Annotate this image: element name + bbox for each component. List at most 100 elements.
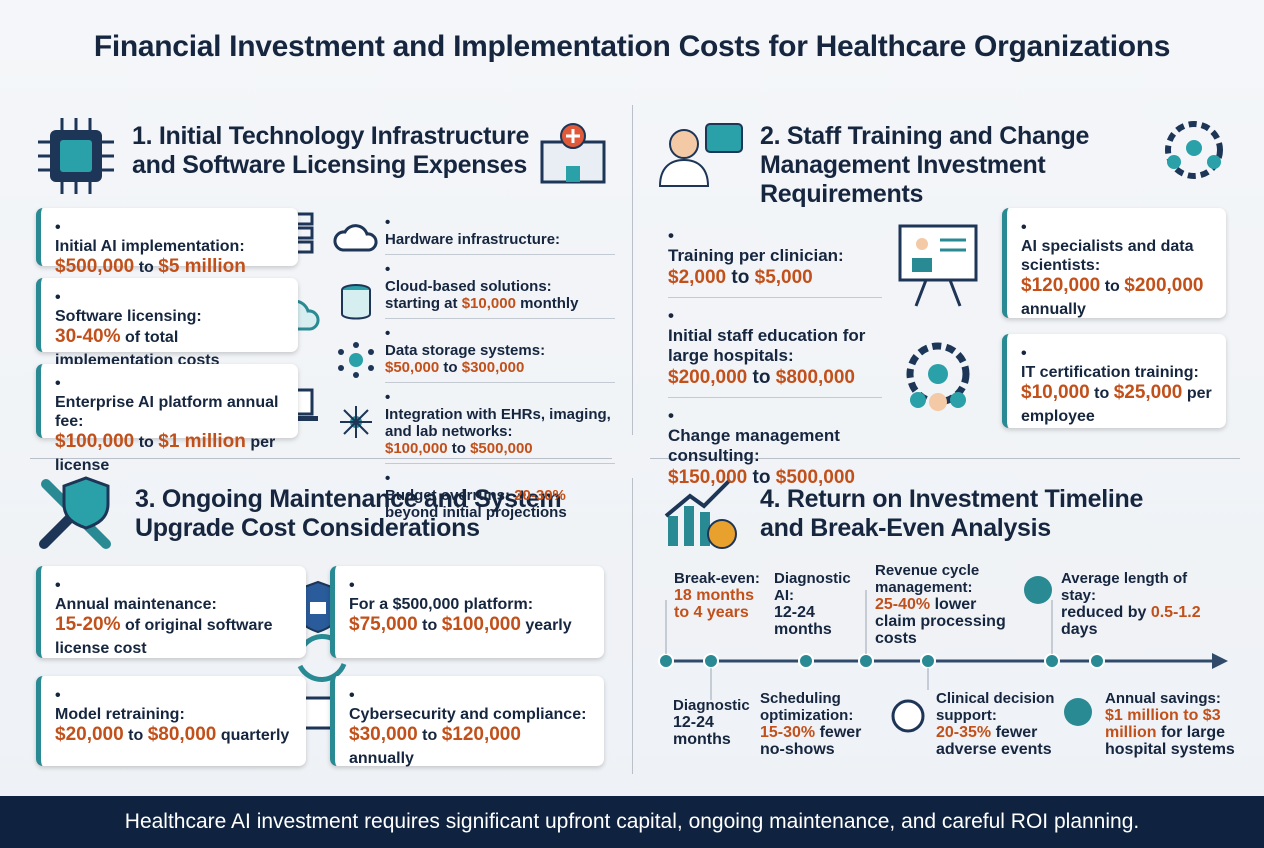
item-label: Break-even: <box>674 570 764 587</box>
section-heading: 1. Initial Technology Infrastructure and… <box>132 122 530 179</box>
highlight: 15-30% <box>760 724 816 741</box>
text: starting at <box>385 295 462 312</box>
text: IT certification training: <box>1021 364 1199 381</box>
highlight: $20,000 <box>55 724 124 745</box>
item: Software licensing:30-40% of total imple… <box>55 288 284 372</box>
text: to <box>1100 278 1125 295</box>
timeline-label: Diagnostic 12-24 months <box>673 697 753 748</box>
item-value: $150,000 to $500,000 <box>668 466 882 489</box>
text: Budget overruns: <box>385 487 515 504</box>
item: Integration with EHRs, imaging, and lab … <box>385 383 615 464</box>
list: Hardware infrastructure: Cloud-based solu… <box>385 208 615 527</box>
item-value: $100,000 to $500,000 <box>385 440 615 457</box>
section-heading: 2. Staff Training and Change Management … <box>760 122 1090 208</box>
item-label: Diagnostic AI: <box>774 570 864 604</box>
presentation-icon <box>898 224 978 307</box>
text: annually <box>1021 301 1086 318</box>
timeline-label: Annual savings: $1 million to $3 million … <box>1105 690 1235 758</box>
card: AI specialists and data scientists:$120,… <box>1002 208 1226 318</box>
highlight: $120,000 <box>441 724 521 745</box>
text: Annual maintenance: <box>55 596 217 613</box>
item: Change management consulting:$150,000 to… <box>668 398 882 497</box>
text: fewer no-shows <box>760 724 862 758</box>
highlight: $5,000 <box>754 267 813 288</box>
item-value: $75,000 to $100,000 yearly <box>349 614 590 637</box>
title: Financial Investment and Implementation … <box>93 30 1171 63</box>
highlight: 0.5-1.2 <box>1150 604 1201 621</box>
item-label: Average length of stay: <box>1061 570 1211 604</box>
item-label: Initial AI implementation: <box>55 237 284 256</box>
highlight: $500,000 <box>470 440 533 457</box>
text: Diagnostic <box>673 697 750 714</box>
text: AI specialists and data scientists: <box>1021 238 1194 274</box>
item-label: AI specialists and data scientists: <box>1021 237 1212 275</box>
database-icon <box>341 284 371 320</box>
card: For a $500,000 platform:$75,000 to $100,… <box>330 566 604 658</box>
item-label: Clinical decision support: <box>936 690 1066 724</box>
divider <box>650 458 1240 459</box>
text: Initial AI implementation: <box>55 238 245 255</box>
item-value: 12-24 months <box>673 714 753 748</box>
text: to <box>134 259 159 276</box>
item: Clinical decision support: 20-35% fewer a… <box>936 690 1066 758</box>
item: Model retraining:$20,000 to $80,000 quar… <box>55 686 292 747</box>
footer: Healthcare AI investment requires signif… <box>0 796 1264 848</box>
text: 12-24 months <box>673 714 731 748</box>
text: Data storage systems: <box>385 342 546 359</box>
text: fewer adverse events <box>936 724 1052 758</box>
text: days <box>1061 621 1098 638</box>
item-value: 25-40% lower claim processing costs <box>875 596 1015 647</box>
item-value: $1 million to $3 million for large hospi… <box>1105 707 1235 758</box>
timeline-label: Scheduling optimization: 15-30% fewer no-… <box>760 690 875 758</box>
timeline-label: Break-even: 18 months to 4 years <box>674 570 764 621</box>
timeline-label: Diagnostic AI: 12-24 months <box>774 570 864 638</box>
text: Enterprise AI platform annual fee: <box>55 394 279 430</box>
text: to <box>747 367 776 388</box>
text: to <box>123 727 148 744</box>
text: monthly <box>515 295 579 312</box>
text: per employee <box>1021 385 1212 425</box>
item-label: Model retraining: <box>55 705 292 724</box>
item-value: 15-30% fewer no-shows <box>760 724 875 758</box>
card: IT certification training:$10,000 to $25… <box>1002 334 1226 428</box>
highlight: $10,000 <box>461 295 516 312</box>
item: Annual savings: $1 million to $3 million … <box>1105 690 1235 758</box>
highlight: 20-35% <box>936 724 992 741</box>
item: Cloud-based solutions:starting at $10,00… <box>385 255 615 319</box>
highlight: $200,000 <box>1124 275 1204 296</box>
cloud-icon <box>333 224 378 252</box>
highlight: $100,000 <box>55 431 135 452</box>
item-value: 15-20% of original software license cost <box>55 614 292 660</box>
item-value: $200,000 to $800,000 <box>668 366 882 389</box>
item: Hardware infrastructure: <box>385 208 615 255</box>
highlight: $1 million <box>158 431 246 452</box>
text: Integration with EHRs, imaging, and lab … <box>385 406 611 440</box>
text: to <box>417 617 442 634</box>
text: Diagnostic AI: <box>774 570 851 604</box>
hospital-icon <box>540 123 606 184</box>
network-icon <box>340 406 372 438</box>
highlight: $100,000 <box>385 440 448 457</box>
text: 12-24 months <box>774 604 832 638</box>
text: Hardware infrastructure: <box>385 231 561 248</box>
item-value: 20-35% fewer adverse events <box>936 724 1066 758</box>
highlight: $80,000 <box>147 724 217 745</box>
item: Break-even: 18 months to 4 years <box>674 570 764 621</box>
item: Initial AI implementation:$500,000 to $5… <box>55 218 284 279</box>
item-label: Integration with EHRs, imaging, and lab … <box>385 406 615 440</box>
highlight: $50,000 <box>385 359 440 376</box>
highlight: $500,000 <box>55 256 135 277</box>
text: yearly <box>520 617 572 634</box>
text: Clinical decision support: <box>936 690 1055 724</box>
highlight: $200,000 <box>668 367 748 388</box>
highlight: $1 million to $3 million <box>1105 707 1221 741</box>
item-label: Cybersecurity and compliance: <box>349 705 590 724</box>
text: annually <box>349 750 414 767</box>
item-value: $20,000 to $80,000 quarterly <box>55 724 292 747</box>
text: Cybersecurity and compliance: <box>349 706 587 723</box>
text: per license <box>55 434 276 474</box>
item-value: $30,000 to $120,000 annually <box>349 724 590 770</box>
text: to <box>747 467 776 488</box>
